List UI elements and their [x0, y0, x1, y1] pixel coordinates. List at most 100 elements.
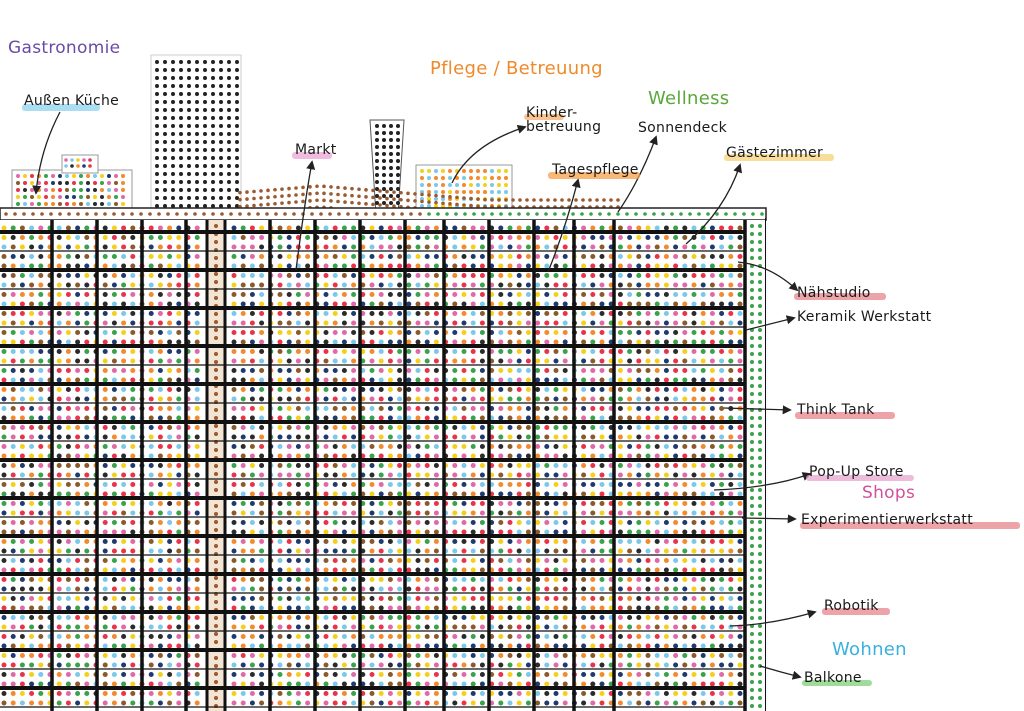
facade-dot [277, 453, 283, 459]
facade-dot [259, 225, 265, 231]
highlight-experimentier [800, 522, 1020, 529]
facade-dot [286, 254, 292, 259]
facade-dot [507, 330, 513, 335]
facade-dot [673, 415, 679, 421]
facade-dot [645, 301, 651, 307]
facade-dot [525, 615, 531, 620]
facade-dot [240, 263, 246, 269]
facade-dot [691, 672, 697, 677]
facade-dot [1, 558, 7, 563]
facade-dot [56, 330, 62, 335]
roof-dot [336, 192, 340, 197]
pavilion-dot [455, 176, 459, 180]
facade-dot [29, 235, 35, 240]
tower-dot [155, 196, 159, 200]
facade-dot [167, 643, 173, 649]
label-balkone: Balkone [804, 670, 862, 686]
facade-dot [231, 254, 237, 259]
facade-dot [507, 472, 513, 478]
facade-dot [673, 615, 679, 620]
chimney-dot [396, 180, 400, 184]
tower-dot [203, 172, 207, 176]
facade-dot [75, 349, 81, 354]
facade-dot [286, 672, 292, 677]
roof-dot [329, 185, 333, 189]
roof-dot [378, 189, 382, 193]
facade-dot [544, 396, 550, 402]
chimney-dot [396, 194, 400, 198]
facade-dot [700, 548, 706, 554]
facade-dot [176, 263, 182, 269]
balcony-dot [758, 680, 762, 684]
facade-dot [351, 377, 357, 383]
facade-dot [709, 330, 715, 335]
roof-slab-dot [238, 212, 242, 216]
facade-dot [553, 330, 559, 335]
facade-dot [231, 453, 237, 459]
roof-dot [315, 184, 319, 189]
facade-dot [84, 491, 90, 497]
tower-dot [235, 172, 239, 176]
facade-dot [249, 434, 255, 440]
facade-dot [627, 254, 633, 259]
facade-dot [84, 254, 90, 259]
facade-dot [424, 681, 430, 687]
facade-dot [121, 358, 127, 364]
facade-dot [249, 377, 255, 383]
facade-dot [75, 700, 81, 706]
facade-dot [636, 691, 642, 696]
facade-dot [599, 472, 605, 478]
pavilion-dot [434, 176, 438, 180]
chimney-dot [375, 166, 379, 170]
facade-dot [590, 339, 596, 345]
pavilion-dot [23, 188, 27, 192]
facade-dot [249, 339, 255, 345]
facade-dot [75, 225, 81, 231]
facade-dot [305, 586, 311, 592]
facade-dot [65, 520, 71, 525]
facade-dot [121, 301, 127, 307]
facade-dot [323, 643, 329, 649]
facade-dot [194, 615, 200, 620]
facade-dot [737, 225, 743, 231]
pavilion-dot [448, 176, 452, 180]
facade-dot [673, 301, 679, 307]
facade-dot [535, 472, 541, 478]
facade-dot [599, 577, 605, 582]
facade-dot [121, 320, 127, 326]
facade-dot [65, 700, 71, 706]
facade-dot [121, 653, 127, 658]
facade-dot [700, 406, 706, 411]
facade-dot [516, 662, 522, 668]
facade-dot [470, 653, 476, 658]
facade-dot [719, 567, 725, 573]
facade-dot [627, 586, 633, 592]
facade-dot [38, 548, 44, 554]
roof-slab-dot [400, 212, 404, 216]
facade-dot [627, 358, 633, 364]
facade-dot [599, 282, 605, 288]
facade-dot [148, 453, 154, 459]
balcony-dot [758, 440, 762, 444]
facade-dot [479, 605, 485, 611]
facade-dot [719, 700, 725, 706]
pavilion-dot [93, 174, 97, 178]
facade-dot [38, 330, 44, 335]
facade-dot [654, 339, 660, 345]
facade-dot [553, 662, 559, 668]
stair-core-dots [214, 224, 218, 708]
facade-dot [406, 634, 412, 639]
facade-dot [259, 387, 265, 392]
chimney-dot [389, 159, 393, 163]
facade-dot [10, 491, 16, 497]
facade-dot [397, 596, 403, 601]
facade-dot [341, 434, 347, 440]
facade-dot [470, 662, 476, 668]
balcony-dot [758, 392, 762, 396]
facade-dot [84, 605, 90, 611]
facade-dot [378, 558, 384, 563]
facade-dot [553, 567, 559, 573]
facade-dot [406, 330, 412, 335]
facade-dot [415, 662, 421, 668]
facade-dot [111, 482, 117, 487]
